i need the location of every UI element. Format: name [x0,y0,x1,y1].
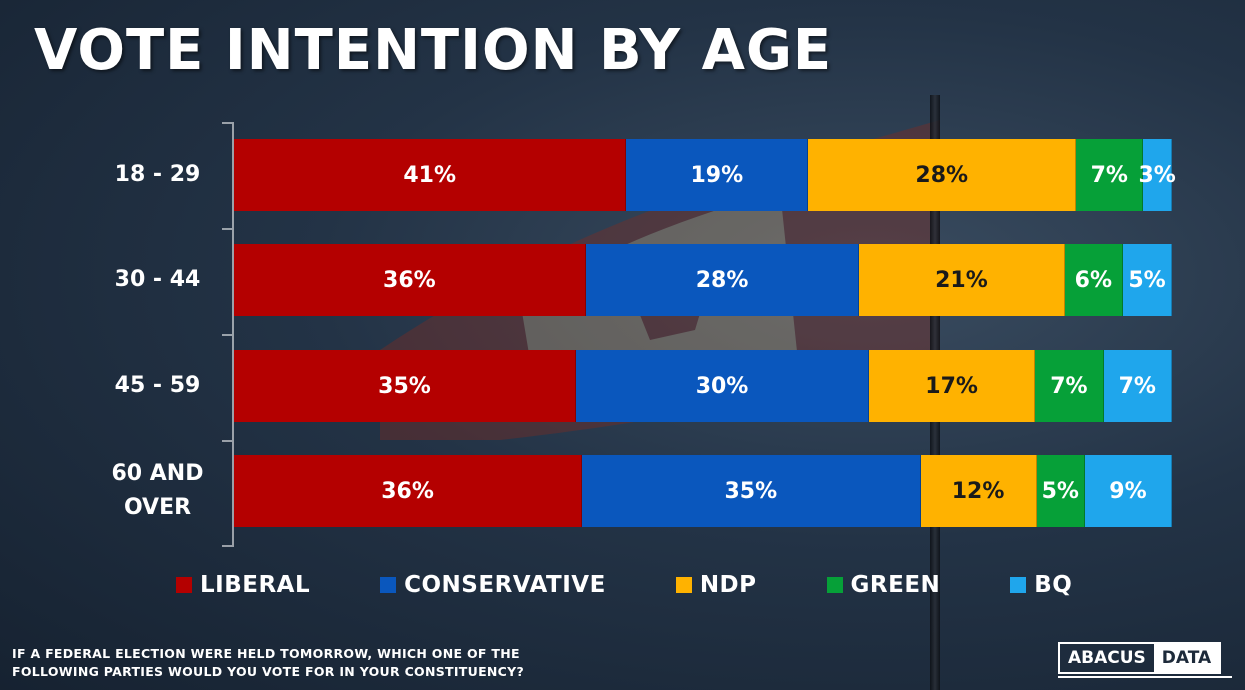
footnote-line-2: FOLLOWING PARTIES WOULD YOU VOTE FOR IN … [12,664,525,679]
category-label-0: 18 - 29 [114,162,201,187]
stacked-bar-3: 36% 35% 12% 5% 9% [234,455,1172,527]
axis-tick-1 [222,228,232,230]
bar-segment-ndp-3: 12% [920,455,1037,527]
legend-swatch-ndp [675,577,692,593]
axis-tick-0 [222,122,232,124]
bar-segment-liberal-1: 36% [234,244,586,316]
bar-segment-green-2: 7% [1035,350,1104,422]
legend-label-conservative: CONSERVATIVE [404,572,606,598]
legend-item-green: GREEN [826,572,941,598]
chart-legend: LIBERAL CONSERVATIVE NDP GREEN BQ [176,570,1142,600]
bar-segment-bq-1: 5% [1123,244,1172,316]
legend-label-green: GREEN [850,572,941,598]
legend-swatch-bq [1010,577,1027,593]
category-axis-line [232,122,234,547]
bar-segment-liberal-3: 36% [234,455,583,527]
legend-swatch-green [826,577,843,593]
bar-segment-ndp-2: 17% [869,350,1036,422]
legend-swatch-liberal [176,577,192,593]
bar-segment-conservative-3: 35% [582,455,921,527]
footnote-line-1: IF A FEDERAL ELECTION WERE HELD TOMORROW… [12,646,520,661]
legend-label-bq: BQ [1034,572,1073,598]
legend-swatch-conservative [380,577,397,593]
logo-text-abacus: ABACUS [1068,648,1146,668]
stacked-bar-0: 41% 19% 28% 7% 3% [234,139,1176,211]
bar-segment-green-0: 7% [1076,139,1144,211]
legend-item-bq: BQ [1010,572,1072,598]
bar-segment-green-3: 5% [1036,455,1085,527]
chart-title: VOTE INTENTION BY AGE [34,18,833,83]
legend-item-ndp: NDP [675,572,757,598]
category-label-3: 60 AND OVER [111,461,204,520]
legend-label-liberal: LIBERAL [200,572,311,598]
stacked-bar-2: 35% 30% 17% 7% 7% [234,350,1172,422]
stacked-bar-1: 36% 28% 21% 6% 5% [234,244,1172,316]
bar-segment-bq-0: 3% [1138,139,1176,211]
bar-segment-conservative-2: 30% [575,350,870,422]
bar-segment-bq-2: 7% [1103,350,1172,422]
category-label-1: 30 - 44 [114,267,201,292]
bar-segment-conservative-1: 28% [585,244,860,316]
legend-item-conservative: CONSERVATIVE [380,572,606,598]
axis-tick-2 [222,334,232,336]
logo-underline [1058,676,1232,682]
abacus-data-logo: ABACUS DATA [1058,642,1222,674]
bar-segment-green-1: 6% [1064,244,1124,316]
bar-segment-ndp-1: 21% [859,244,1065,316]
logo-text-data: DATA [1153,644,1220,672]
bar-segment-liberal-2: 35% [234,350,576,422]
axis-tick-4 [222,545,232,547]
axis-tick-3 [222,440,232,442]
survey-question-footnote: IF A FEDERAL ELECTION WERE HELD TOMORROW… [12,645,524,681]
bar-segment-bq-3: 9% [1084,455,1172,527]
bar-segment-liberal-0: 41% [234,139,627,211]
legend-item-liberal: LIBERAL [176,572,310,598]
bar-segment-ndp-0: 28% [808,139,1077,211]
bar-segment-conservative-0: 19% [626,139,809,211]
legend-label-ndp: NDP [699,572,757,598]
category-label-2: 45 - 59 [114,373,201,398]
